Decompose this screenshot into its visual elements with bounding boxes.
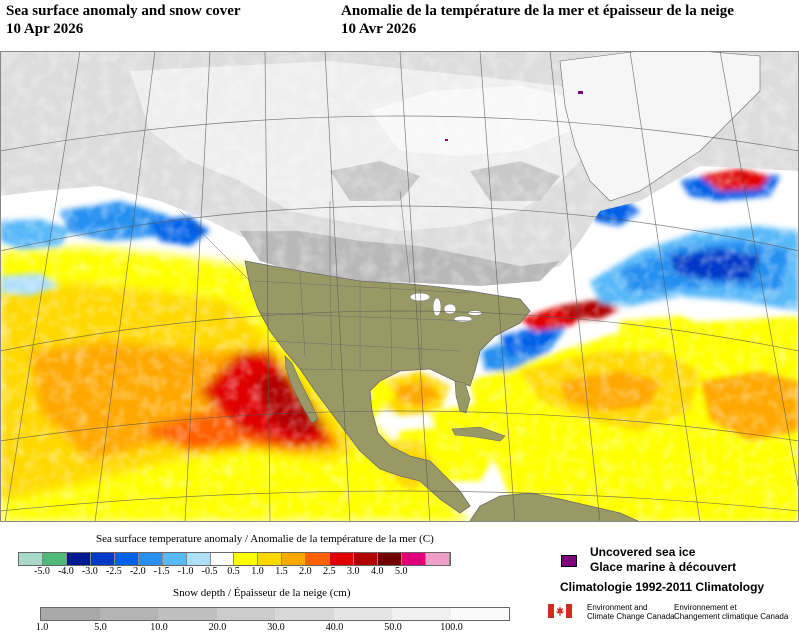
date-english: 10 Apr 2026 — [6, 21, 84, 37]
snow-color-swatch — [392, 608, 451, 620]
sst-color-swatch — [258, 553, 283, 565]
baja-california — [284, 355, 319, 424]
sst-color-swatch — [306, 553, 331, 565]
snow-color-swatch — [99, 608, 158, 620]
snow-tick-label: 20.0 — [208, 622, 227, 633]
snow-color-swatch — [333, 608, 392, 620]
political-boundaries — [179, 190, 471, 374]
sst-color-swatch — [330, 553, 355, 565]
snow-tick-label: 100.0 — [440, 622, 463, 633]
sst-tick-label: -0.5 — [201, 566, 218, 577]
sst-tick-label: 1.0 — [251, 566, 264, 577]
anomaly-map — [0, 51, 799, 522]
snow-color-bar — [40, 607, 510, 621]
sst-tick-label: 0.5 — [227, 566, 240, 577]
sst-tick-labels: -5.0 -4.0 -3.0 -2.5 -2.0 -1.5 -1.0 -0.5 0.5 1.0 1.… — [0, 566, 530, 578]
snow-color-swatch — [450, 608, 509, 620]
sst-color-swatch — [425, 553, 450, 565]
sst-color-swatch — [138, 553, 163, 565]
title-english: Sea surface anomaly and snow cover — [6, 3, 241, 19]
sst-tick-label: -2.0 — [129, 566, 146, 577]
uncovered-sea-ice — [445, 91, 583, 141]
canada-flag-icon — [548, 604, 572, 618]
sea-ice-label-french: Glace marine à découvert — [590, 560, 737, 574]
header-french: Anomalie de la température de la mer et … — [341, 2, 734, 38]
south-america — [469, 492, 641, 522]
snow-tick-label: 30.0 — [267, 622, 285, 633]
climatology-note: Climatologie 1992-2011 Climatology — [560, 580, 765, 594]
sst-color-bar — [18, 552, 451, 566]
sst-color-swatch — [378, 553, 402, 565]
graticule — [0, 51, 799, 522]
sst-tick-label: 4.0 — [371, 566, 384, 577]
title-french: Anomalie de la température de la mer et … — [341, 3, 734, 19]
sst-tick-label: 5.0 — [394, 566, 408, 577]
sst-color-swatch — [282, 553, 307, 565]
snow-color-swatch — [275, 608, 334, 620]
sst-tick-label: -5.0 — [34, 566, 50, 577]
agency-name-english: Environment and Climate Change Canada — [587, 603, 675, 621]
snow-tick-label: 10.0 — [150, 622, 168, 633]
sst-color-swatch — [210, 553, 235, 565]
sst-color-swatch — [402, 553, 426, 565]
sst-legend-title: Sea surface temperature anomaly / Anomal… — [96, 533, 434, 545]
snow-tick-label: 5.0 — [94, 622, 107, 633]
sea-ice-swatch — [561, 555, 577, 567]
sst-color-swatch — [19, 553, 43, 565]
sst-tick-label: 1.5 — [275, 566, 288, 577]
sst-tick-label: -3.0 — [81, 566, 98, 577]
sst-color-swatch — [162, 553, 187, 565]
sst-tick-label: 2.5 — [323, 566, 336, 577]
snow-tick-labels: 1.0 5.0 10.0 20.0 30.0 40.0 50.0 100.0 — [0, 622, 530, 634]
header-english: Sea surface anomaly and snow cover 10 Ap… — [6, 2, 241, 38]
sst-tick-label: 2.0 — [299, 566, 312, 577]
sea-ice-label-english: Uncovered sea ice — [590, 545, 696, 559]
sst-color-swatch — [186, 553, 211, 565]
sst-tick-label: 3.0 — [347, 566, 360, 577]
snow-tick-label: 50.0 — [384, 622, 402, 633]
agency-en-line1: Environment and — [587, 603, 648, 612]
sst-color-swatch — [354, 553, 379, 565]
sst-color-swatch — [42, 553, 67, 565]
sst-tick-label: -2.5 — [105, 566, 122, 577]
agency-fr-line2: Changement climatique Canada — [674, 612, 789, 621]
agency-fr-line1: Environnement et — [674, 603, 737, 612]
snow-tick-label: 40.0 — [325, 622, 344, 633]
sst-tick-label: -4.0 — [57, 566, 74, 577]
sst-tick-label: -1.5 — [153, 566, 170, 577]
snow-tick-label: 1.0 — [35, 622, 49, 633]
agency-name-french: Environnement et Changement climatique C… — [674, 603, 788, 621]
snow-color-swatch — [41, 608, 100, 620]
sst-color-swatch — [234, 553, 259, 565]
sst-color-swatch — [66, 553, 91, 565]
date-french: 10 Avr 2026 — [341, 21, 417, 37]
snow-color-swatch — [216, 608, 275, 620]
land-north-america — [244, 260, 531, 514]
snow-color-swatch — [158, 608, 217, 620]
florida — [454, 380, 471, 414]
agency-en-line2: Climate Change Canada — [587, 612, 675, 621]
sst-tick-label: -1.0 — [177, 566, 194, 577]
sst-color-swatch — [114, 553, 139, 565]
cuba — [451, 426, 506, 442]
snow-legend-title: Snow depth / Épaisseur de la neige (cm) — [173, 587, 351, 599]
sst-color-swatch — [90, 553, 115, 565]
